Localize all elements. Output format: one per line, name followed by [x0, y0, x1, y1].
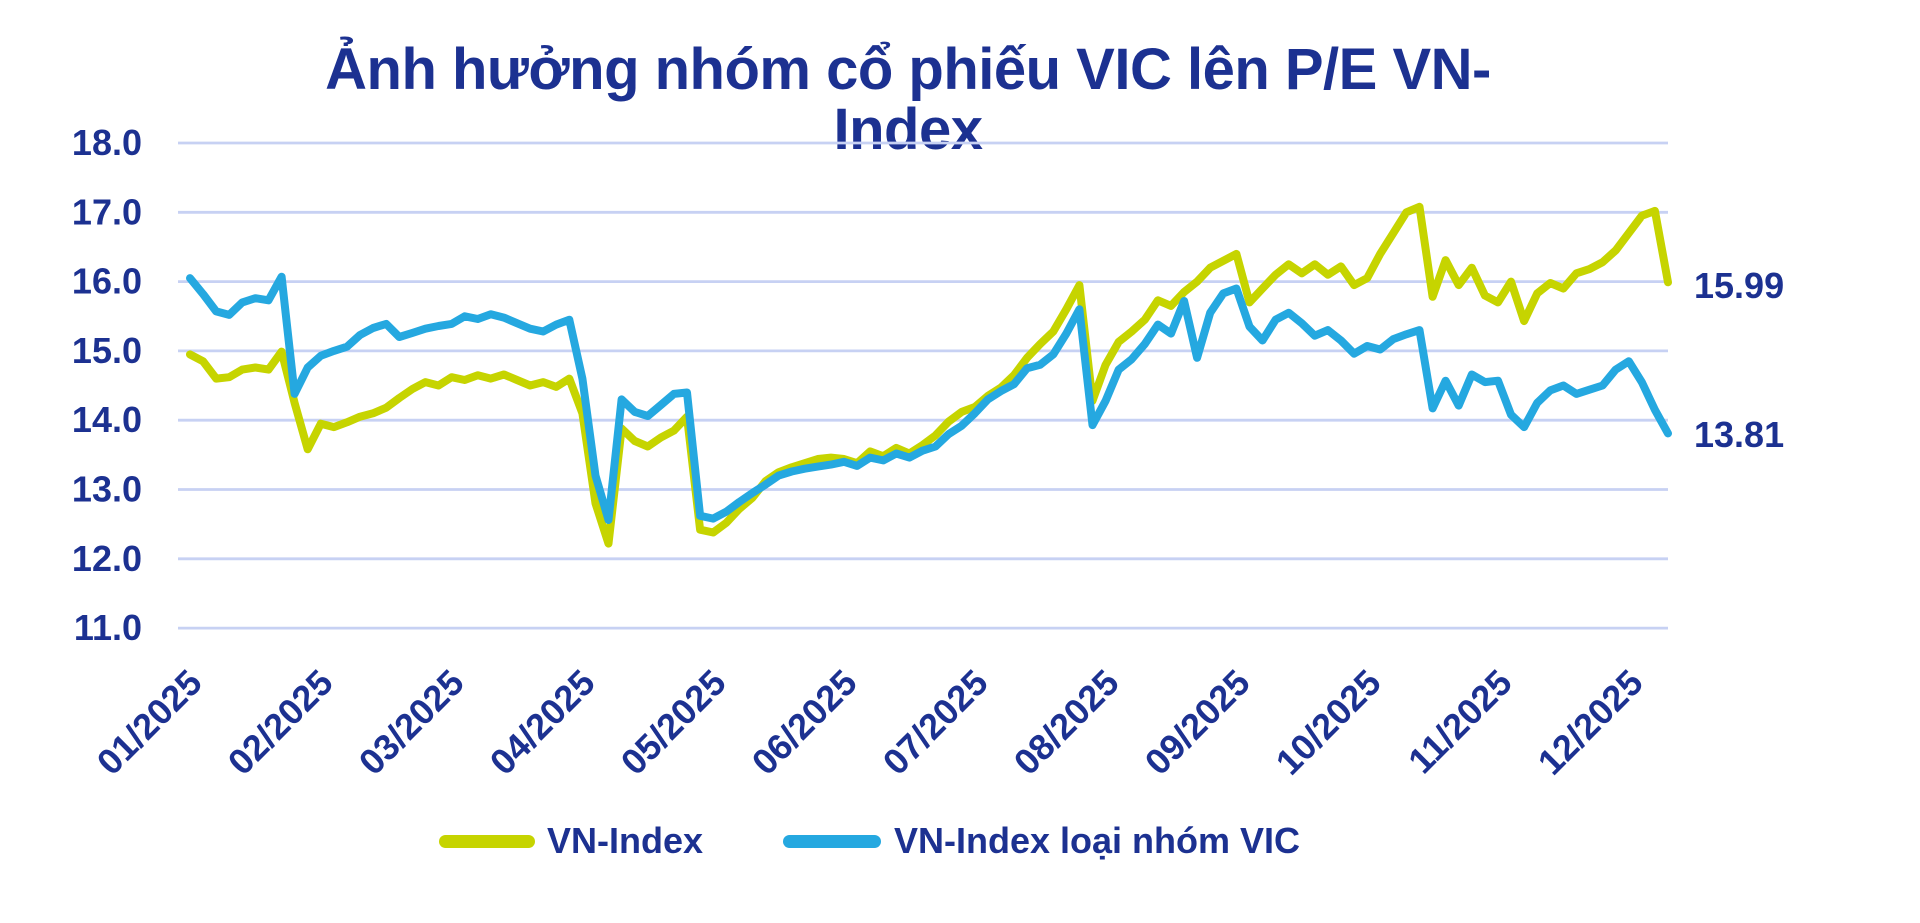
y-tick-label-12.0: 12.0: [72, 538, 142, 579]
x-tick-label-05-2025: 05/2025: [613, 662, 734, 783]
legend-swatch-vn-index: [439, 835, 535, 848]
x-tick-label-03-2025: 03/2025: [351, 662, 472, 783]
legend-swatch-vn-index-ex-vic: [783, 835, 881, 848]
end-value-vn-index-ex-vic: 13.81: [1694, 414, 1785, 456]
end-value-vn-index: 15.99: [1694, 265, 1785, 307]
chart-title: Ảnh hưởng nhóm cổ phiếu VIC lên P/E VN-I…: [325, 37, 1491, 162]
x-tick-label-02-2025: 02/2025: [220, 662, 341, 783]
x-tick-label-06-2025: 06/2025: [744, 662, 865, 783]
y-tick-label-11.0: 11.0: [74, 607, 142, 648]
legend-label-vn-index-ex-vic: VN-Index loại nhóm VIC: [894, 820, 1301, 861]
y-tick-label-14.0: 14.0: [72, 399, 142, 440]
y-tick-label-17.0: 17.0: [72, 191, 142, 232]
y-tick-label-13.0: 13.0: [72, 469, 142, 510]
series-line-vn-index: [186, 202, 1672, 548]
x-tick-label-09-2025: 09/2025: [1137, 662, 1258, 783]
x-tick-label-07-2025: 07/2025: [875, 662, 996, 783]
x-tick-label-08-2025: 08/2025: [1006, 662, 1127, 783]
legend-label-vn-index: VN-Index: [547, 820, 704, 861]
x-tick-label-01-2025: 01/2025: [89, 662, 210, 783]
series-line-vn-index-ex-vic: [186, 272, 1672, 524]
x-tick-label-12-2025: 12/2025: [1530, 662, 1651, 783]
x-tick-label-11-2025: 11/2025: [1400, 662, 1520, 782]
y-tick-label-18.0: 18.0: [72, 122, 142, 163]
x-tick-label-04-2025: 04/2025: [482, 662, 603, 783]
x-tick-label-10-2025: 10/2025: [1268, 662, 1389, 783]
y-tick-label-15.0: 15.0: [72, 330, 142, 371]
y-tick-label-16.0: 16.0: [72, 261, 142, 302]
